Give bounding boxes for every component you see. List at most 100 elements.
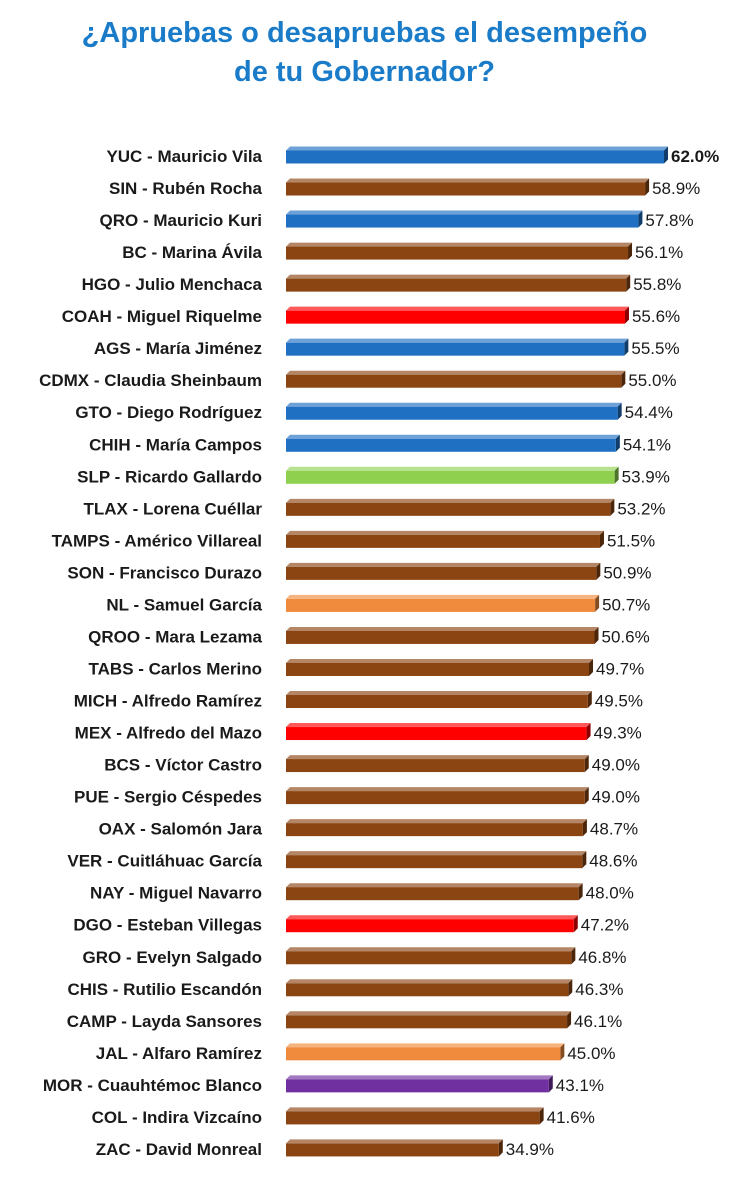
bar-group: NL - Samuel García 50.7% [106,594,650,614]
category-label: MOR - Cuauhtémoc Blanco [43,1076,262,1095]
bar-top-face [286,242,633,247]
category-label: HGO - Julio Menchaca [82,275,263,294]
value-label: 62.0% [671,147,719,166]
category-label: SON - Francisco Durazo [67,563,262,582]
category-label: CAMP - Layda Sansores [67,1012,262,1031]
bar-top-face [286,755,589,760]
bar [286,566,597,580]
category-label: QRO - Mauricio Kuri [100,211,262,230]
value-label: 48.0% [586,884,634,903]
bar-side-face [595,594,600,612]
bar [286,502,611,516]
bar-group: COAH - Miguel Riquelme 55.6% [62,306,680,326]
bar-group: QROO - Mara Lezama 50.6% [88,626,650,646]
bar [286,791,585,805]
bar [286,598,596,612]
category-label: VER - Cuitláhuac García [67,852,262,871]
category-label: SLP - Ricardo Gallardo [77,467,262,486]
bar [286,342,625,356]
value-label: 55.0% [628,371,676,390]
category-label: OAX - Salomón Jara [99,820,263,839]
category-label: QROO - Mara Lezama [88,627,262,646]
bar [286,630,595,644]
bar [286,983,569,997]
bar-side-face [586,723,591,741]
bar-top-face [286,594,600,599]
bar-group: CAMP - Layda Sansores 46.1% [67,1011,622,1031]
bar-top-face [286,370,626,375]
bar-side-face [573,915,578,933]
value-label: 49.5% [595,692,643,711]
value-label: 34.9% [506,1140,554,1159]
bar-group: CHIS - Rutilio Escandón 46.3% [67,979,623,999]
bar-side-face [578,883,583,901]
category-label: NL - Samuel García [106,595,262,614]
bar-side-face [638,210,643,228]
bar-side-face [539,1107,544,1125]
bar-top-face [286,658,594,663]
bar-top-face [286,979,573,984]
bar [286,214,639,228]
value-label: 48.6% [589,852,637,871]
value-label: 54.4% [625,403,673,422]
category-label: TABS - Carlos Merino [89,659,262,678]
bar-group: JAL - Alfaro Ramírez 45.0% [96,1043,616,1063]
bar-group: SLP - Ricardo Gallardo 53.9% [77,466,670,486]
value-label: 46.8% [578,948,626,967]
bar-side-face [624,338,629,356]
bar-side-face [615,434,620,452]
bar-top-face [286,338,629,343]
bar-group: YUC - Mauricio Vila 62.0% [106,146,719,166]
category-label: PUE - Sergio Céspedes [74,788,262,807]
value-label: 49.0% [592,788,640,807]
category-label: AGS - María Jiménez [94,339,262,358]
bar-side-face [664,146,668,164]
bar-side-face [498,1139,503,1157]
bar-group: VER - Cuitláhuac García 48.6% [67,851,638,871]
value-label: 49.0% [592,756,640,775]
value-label: 54.1% [623,435,671,454]
bar-group: NAY - Miguel Navarro 48.0% [90,883,634,903]
chart-title-line-1: ¿Apruebas o desapruebas el desempeño [81,17,648,49]
category-label: NAY - Miguel Navarro [90,884,262,903]
bar-top-face [286,851,587,856]
value-label: 55.5% [631,339,679,358]
bar-side-face [589,658,594,676]
bar [286,951,572,965]
value-label: 46.3% [575,980,623,999]
bar-group: CDMX - Claudia Sheinbaum 55.0% [39,370,677,390]
bar-side-face [582,819,587,837]
value-label: 50.6% [601,627,649,646]
bar [286,919,574,933]
bar-top-face [286,434,620,439]
bar-top-face [286,498,615,503]
bar [286,695,588,709]
category-label: SIN - Rubén Rocha [109,179,263,198]
bar-group: BCS - Víctor Castro 49.0% [104,755,640,775]
bar-group: DGO - Esteban Villegas 47.2% [73,915,629,935]
category-label: GTO - Diego Rodríguez [75,403,262,422]
category-label: GRO - Evelyn Salgado [83,948,263,967]
bar [286,470,615,484]
bar-top-face [286,1139,503,1144]
category-label: TLAX - Lorena Cuéllar [83,499,262,518]
bar [286,855,583,869]
chart-title: ¿Apruebas o desapruebas el desempeño de … [0,14,729,92]
bar-side-face [567,1011,572,1029]
bar [286,887,579,901]
bar-group: ZAC - David Monreal 34.9% [96,1139,554,1159]
value-label: 47.2% [581,916,629,935]
bar-top-face [286,306,629,311]
bar-group: GTO - Diego Rodríguez 54.4% [75,402,673,422]
bar-side-face [582,851,587,869]
bar-side-face [645,178,650,196]
bar [286,150,664,164]
bar-top-face [286,723,591,728]
bar-group: MICH - Alfredo Ramírez 49.5% [74,691,643,711]
bar-side-face [626,274,631,292]
bar [286,662,590,676]
bar-side-face [624,306,629,324]
value-label: 46.1% [574,1012,622,1031]
bar-top-face [286,947,576,952]
value-label: 48.7% [590,820,638,839]
